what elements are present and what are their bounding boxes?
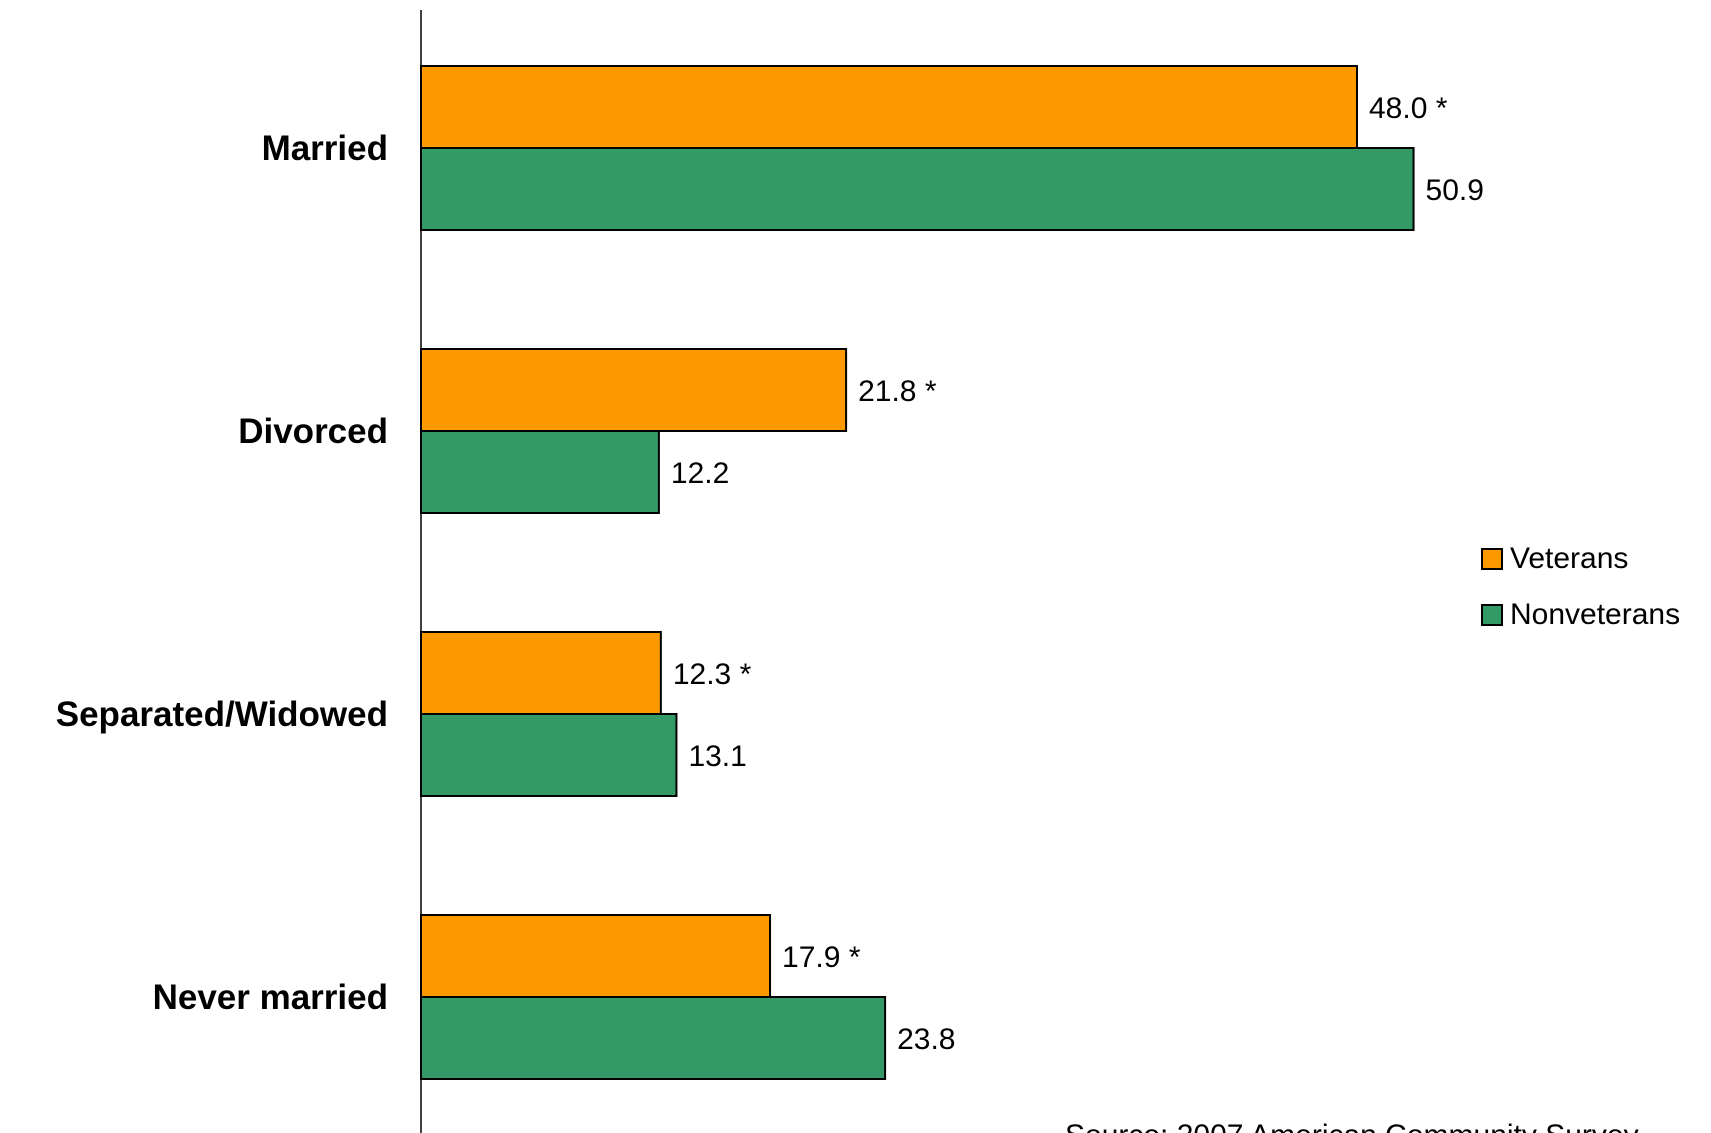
bar-nonveterans-separated-widowed <box>420 713 678 797</box>
legend-label-nonveterans: Nonveterans <box>1510 598 1680 631</box>
legend: Veterans Nonveterans <box>1481 542 1680 631</box>
plot-area: Married 48.0 * 50.9 Divorced 21.8 * 12.2 Separ… <box>56 65 1484 1080</box>
legend-swatch-veterans <box>1481 548 1503 570</box>
bar-veterans-separated-widowed <box>420 631 662 715</box>
data-label-veterans-married: 48.0 * <box>1369 92 1448 125</box>
data-label-veterans-divorced: 21.8 * <box>858 375 937 408</box>
data-label-veterans-separated-widowed: 12.3 * <box>673 658 752 691</box>
bar-nonveterans-divorced <box>420 430 660 514</box>
category-label-married: Married <box>262 129 388 168</box>
legend-label-veterans: Veterans <box>1510 542 1628 575</box>
bar-nonveterans-never-married <box>420 996 887 1080</box>
source-note: Source: 2007 American Community Survey <box>1065 1119 1639 1133</box>
data-label-nonveterans-separated-widowed: 13.1 <box>688 740 746 773</box>
category-label-separated-widowed: Separated/Widowed <box>56 695 388 734</box>
bar-veterans-never-married <box>420 914 772 998</box>
data-label-nonveterans-married: 50.9 <box>1426 174 1484 207</box>
bar-nonveterans-married <box>420 147 1415 231</box>
data-label-nonveterans-never-married: 23.8 <box>897 1023 955 1056</box>
data-label-nonveterans-divorced: 12.2 <box>671 457 729 490</box>
legend-swatch-nonveterans <box>1481 604 1503 626</box>
category-label-never-married: Never married <box>153 978 388 1017</box>
bar-veterans-married <box>420 65 1358 149</box>
data-label-veterans-never-married: 17.9 * <box>782 941 861 974</box>
bar-veterans-divorced <box>420 348 848 432</box>
category-label-divorced: Divorced <box>238 412 388 451</box>
